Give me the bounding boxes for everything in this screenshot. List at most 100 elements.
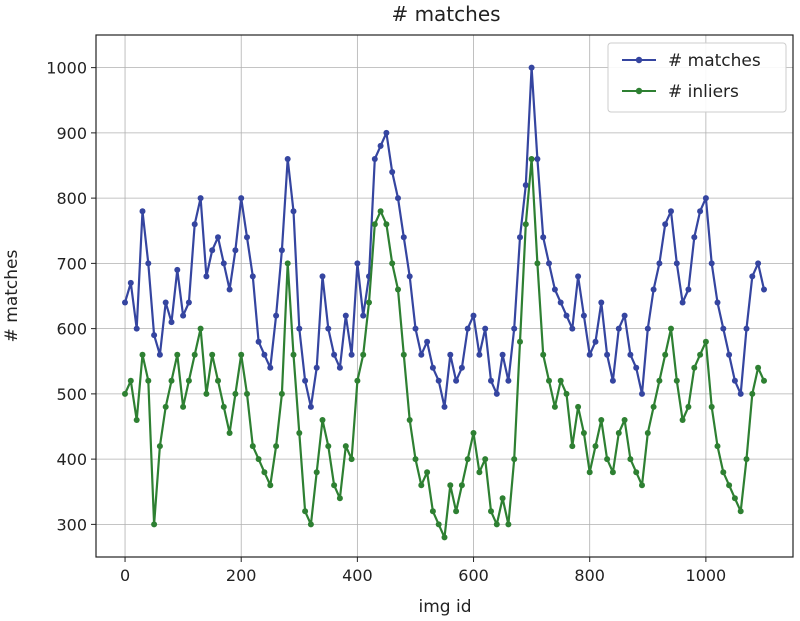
- data-point: [668, 208, 674, 215]
- data-point: [511, 456, 518, 463]
- data-point: [342, 443, 349, 450]
- data-point: [708, 403, 715, 410]
- data-point: [360, 351, 367, 358]
- data-point: [389, 260, 396, 267]
- data-point: [534, 260, 541, 267]
- data-point: [249, 443, 256, 450]
- y-tick-label: 900: [56, 124, 87, 143]
- y-tick-label: 300: [56, 515, 87, 534]
- data-point: [162, 403, 169, 410]
- data-point: [598, 299, 605, 306]
- data-point: [412, 456, 419, 463]
- data-point: [615, 325, 622, 332]
- data-point: [517, 234, 523, 241]
- data-point: [540, 351, 547, 358]
- data-point: [441, 534, 448, 541]
- data-point: [139, 351, 146, 358]
- data-point: [185, 299, 192, 306]
- data-point: [737, 390, 744, 397]
- data-point: [470, 312, 477, 319]
- data-point: [499, 351, 506, 358]
- data-point: [621, 312, 628, 319]
- data-point: [702, 195, 709, 202]
- data-point: [168, 319, 175, 326]
- data-point: [482, 456, 489, 463]
- data-point: [615, 430, 622, 436]
- data-point: [133, 417, 140, 423]
- data-point: [366, 299, 372, 306]
- data-point: [639, 482, 645, 489]
- data-point: [528, 156, 535, 162]
- data-point: [575, 273, 582, 280]
- data-point: [383, 129, 390, 136]
- plot-frame: [95, 34, 794, 558]
- y-axis-label: # matches: [2, 249, 22, 342]
- data-point: [348, 351, 355, 358]
- data-point: [528, 64, 535, 71]
- x-tick-label: 600: [458, 566, 489, 585]
- chart-title: # matches: [391, 2, 500, 26]
- data-point: [458, 482, 465, 489]
- data-point: [668, 325, 674, 332]
- data-point: [185, 377, 192, 384]
- data-point: [197, 325, 204, 332]
- data-point: [371, 156, 378, 162]
- data-point: [354, 260, 361, 267]
- data-point: [395, 286, 401, 293]
- data-point: [331, 482, 338, 489]
- data-point: [238, 351, 245, 358]
- data-point: [453, 508, 460, 515]
- data-point: [383, 221, 390, 228]
- data-point: [551, 403, 558, 410]
- data-point: [580, 312, 587, 319]
- data-point: [302, 377, 309, 384]
- data-point: [377, 142, 384, 149]
- data-point: [609, 469, 616, 476]
- data-point: [400, 351, 407, 358]
- data-point: [476, 469, 483, 476]
- data-point: [761, 377, 767, 384]
- data-point: [453, 377, 460, 384]
- data-point: [557, 377, 564, 384]
- data-point: [313, 364, 320, 371]
- data-point: [441, 403, 448, 410]
- data-point: [731, 377, 738, 384]
- data-point: [702, 338, 709, 345]
- data-point: [307, 403, 314, 410]
- data-point: [569, 443, 576, 450]
- data-point: [749, 273, 756, 280]
- data-point: [180, 312, 187, 319]
- data-point: [238, 195, 245, 202]
- data-point: [621, 417, 628, 423]
- data-point: [604, 351, 611, 358]
- data-point: [691, 364, 698, 371]
- data-point: [319, 273, 326, 280]
- data-point: [482, 325, 489, 332]
- data-point: [575, 403, 582, 410]
- data-point: [290, 208, 297, 215]
- data-point: [493, 390, 500, 397]
- data-point: [685, 403, 692, 410]
- data-point: [127, 279, 134, 286]
- data-point: [435, 377, 442, 384]
- data-point: [679, 417, 686, 423]
- data-point: [656, 260, 663, 267]
- data-point: [255, 456, 262, 463]
- data-point: [447, 482, 454, 489]
- data-point: [325, 325, 332, 332]
- data-point: [244, 390, 250, 397]
- data-point: [627, 351, 634, 358]
- data-point: [609, 377, 616, 384]
- data-point: [488, 377, 494, 384]
- data-point: [493, 521, 500, 528]
- data-point: [191, 351, 198, 358]
- data-point: [644, 325, 651, 332]
- data-point: [644, 430, 651, 436]
- data-point: [348, 456, 355, 463]
- data-point: [406, 417, 413, 423]
- data-point: [255, 338, 262, 345]
- data-point: [517, 338, 523, 345]
- data-point: [656, 377, 663, 384]
- data-point: [203, 273, 210, 280]
